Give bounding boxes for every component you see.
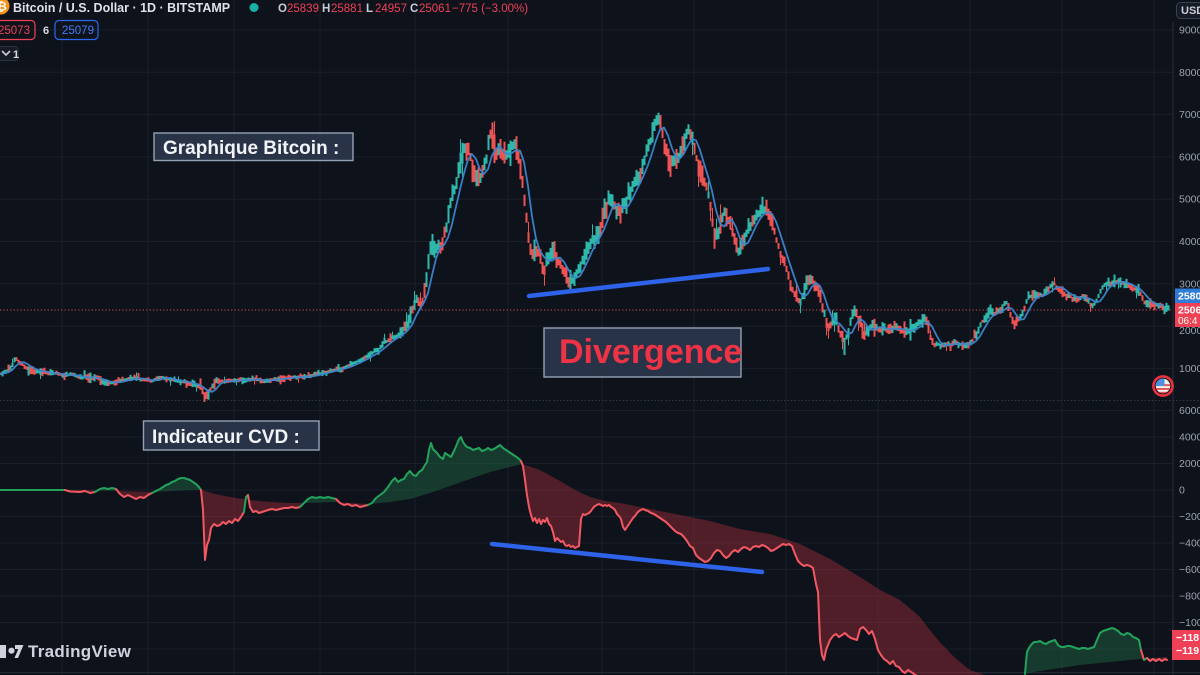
svg-text:25881: 25881 <box>331 3 363 15</box>
svg-text:O: O <box>278 3 287 15</box>
svg-text:C: C <box>410 3 418 15</box>
svg-text:−4000: −4000 <box>1179 538 1200 550</box>
svg-text:Graphique Bitcoin :: Graphique Bitcoin : <box>163 138 339 159</box>
svg-text:Indicateur CVD :: Indicateur CVD : <box>152 427 300 448</box>
svg-text:6: 6 <box>43 25 49 37</box>
svg-text:8000: 8000 <box>1179 67 1200 79</box>
svg-text:25839: 25839 <box>287 3 319 15</box>
svg-text:−118: −118 <box>1176 632 1199 644</box>
svg-text:1000: 1000 <box>1179 363 1200 375</box>
svg-text:−10000: −10000 <box>1179 617 1200 629</box>
svg-text:Divergence: Divergence <box>559 333 742 371</box>
svg-text:4000: 4000 <box>1179 432 1200 444</box>
svg-text:L: L <box>366 3 373 15</box>
svg-text:6000: 6000 <box>1179 151 1200 163</box>
svg-text:−119: −119 <box>1176 645 1199 657</box>
svg-text:Bitcoin / U.S. Dollar · 1D · B: Bitcoin / U.S. Dollar · 1D · BITSTAMP <box>13 1 230 15</box>
svg-text:24957: 24957 <box>375 3 407 15</box>
svg-text:−6000: −6000 <box>1179 564 1200 576</box>
svg-text:5000: 5000 <box>1179 194 1200 206</box>
svg-text:9000: 9000 <box>1179 25 1200 37</box>
svg-text:2506: 2506 <box>1178 305 1200 317</box>
svg-text:2000: 2000 <box>1179 458 1200 470</box>
svg-text:4000: 4000 <box>1179 236 1200 248</box>
svg-text:7000: 7000 <box>1179 109 1200 121</box>
svg-text:3000: 3000 <box>1179 278 1200 290</box>
svg-text:H: H <box>322 3 330 15</box>
svg-text:2580: 2580 <box>1178 291 1200 303</box>
svg-text:25073: 25073 <box>0 25 30 37</box>
svg-text:USD: USD <box>1181 5 1200 17</box>
svg-text:06:4: 06:4 <box>1178 316 1198 327</box>
svg-text:TradingView: TradingView <box>28 642 132 661</box>
svg-text:₿: ₿ <box>0 0 7 14</box>
svg-text:6000: 6000 <box>1179 405 1200 417</box>
svg-text:−2000: −2000 <box>1179 511 1200 523</box>
svg-text:1: 1 <box>13 49 19 61</box>
svg-text:−8000: −8000 <box>1179 591 1200 603</box>
svg-text:−775 (−3.00%): −775 (−3.00%) <box>452 3 528 15</box>
svg-text:2000: 2000 <box>1179 325 1200 337</box>
svg-text:0: 0 <box>1179 485 1185 497</box>
svg-text:25079: 25079 <box>62 25 94 37</box>
svg-text:25061: 25061 <box>419 3 451 15</box>
